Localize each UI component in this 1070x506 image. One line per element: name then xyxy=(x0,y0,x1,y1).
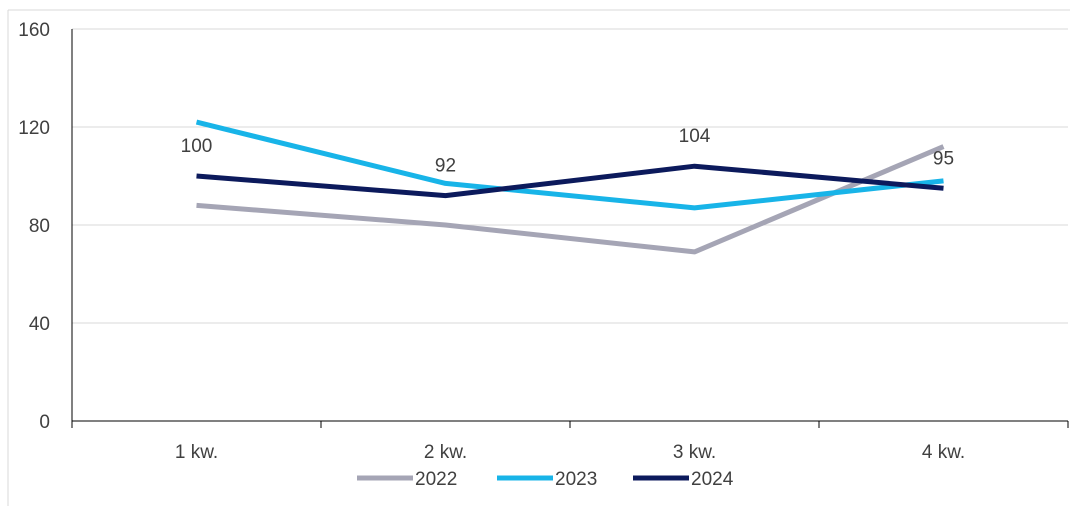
legend-item-2024: 2024 xyxy=(633,469,734,490)
legend-label-2024: 2024 xyxy=(691,469,734,490)
x-tick-label-3: 3 kw. xyxy=(673,442,716,463)
legend-item-2022: 2022 xyxy=(357,469,457,490)
y-tick-label-0: 0 xyxy=(39,412,50,433)
y-tick-label-40: 40 xyxy=(29,314,50,335)
data-label-4: 95 xyxy=(933,148,954,169)
series-lines xyxy=(195,119,945,255)
series-line-2024 xyxy=(196,163,944,199)
x-tick-label-4: 4 kw. xyxy=(922,442,965,463)
data-label-3: 104 xyxy=(679,126,711,147)
series-line-2022 xyxy=(196,144,945,255)
data-labels: 100 92 104 95 xyxy=(181,126,954,176)
y-tick-label-160: 160 xyxy=(18,20,50,41)
legend-label-2023: 2023 xyxy=(555,469,597,490)
x-tick-label-2: 2 kw. xyxy=(424,442,467,463)
data-label-1: 100 xyxy=(181,136,213,157)
gridlines xyxy=(7,9,1070,506)
legend-item-2023: 2023 xyxy=(497,469,597,490)
legend-label-2022: 2022 xyxy=(415,469,457,490)
x-tick-label-1: 1 kw. xyxy=(175,442,218,463)
y-tick-label-120: 120 xyxy=(18,118,50,139)
y-tick-label-80: 80 xyxy=(29,216,50,237)
series-line-2023 xyxy=(195,119,944,211)
data-label-2: 92 xyxy=(435,156,456,177)
legend: 2022 2023 2024 xyxy=(357,469,734,490)
axes: 0 40 80 120 160 1 kw. 2 kw. 3 kw. 4 kw. xyxy=(18,20,1069,463)
